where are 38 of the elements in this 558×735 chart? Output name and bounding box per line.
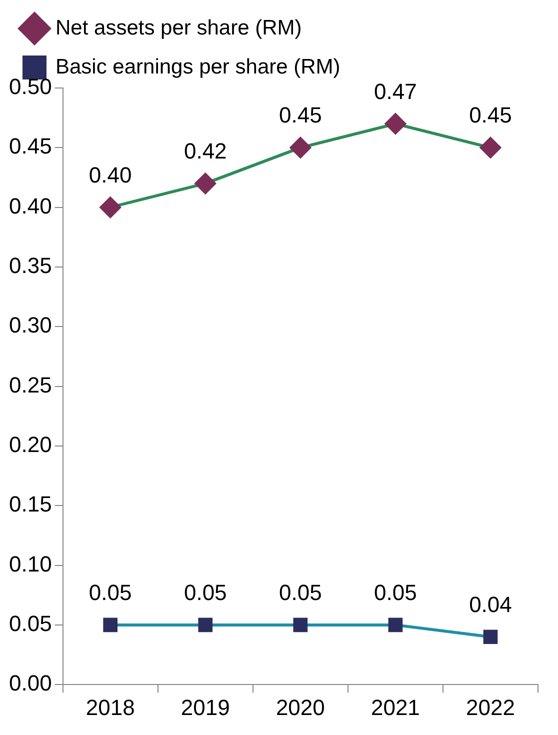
- y-tick-label: 0.40: [8, 193, 52, 218]
- point: [483, 630, 498, 644]
- y-tick-label: 0.05: [8, 611, 52, 636]
- y-tick-label: 0.25: [8, 372, 52, 398]
- data-label: 0.45: [278, 102, 322, 128]
- point: [290, 137, 311, 158]
- point: [100, 196, 121, 218]
- data-label: 0.47: [374, 78, 417, 104]
- data-label: 0.05: [184, 580, 227, 606]
- point: [194, 172, 216, 194]
- y-tick-label: 0.45: [8, 134, 52, 159]
- point: [384, 113, 406, 134]
- data-label: 0.05: [374, 580, 417, 606]
- point: [388, 618, 403, 632]
- y-tick-label: 0.10: [8, 551, 52, 576]
- point: [103, 618, 118, 632]
- legend-label: Net assets per share (RM): [56, 16, 302, 40]
- x-tick-label: 2020: [276, 694, 325, 720]
- x-tick-label: 2022: [466, 694, 515, 720]
- y-tick-label: 0.00: [8, 670, 52, 696]
- legend-label: Basic earnings per share (RM): [56, 55, 340, 78]
- data-label: 0.45: [469, 102, 512, 128]
- y-tick-label: 0.35: [8, 253, 52, 278]
- point: [198, 618, 213, 632]
- x-tick-label: 2021: [370, 694, 420, 720]
- data-label: 0.04: [469, 592, 512, 617]
- data-label: 0.40: [88, 162, 132, 188]
- x-tick-label: 2018: [86, 694, 135, 720]
- y-tick-label: 0.20: [8, 432, 52, 458]
- y-tick-label: 0.50: [8, 74, 52, 100]
- point: [293, 618, 308, 632]
- data-label: 0.05: [88, 580, 132, 606]
- data-label: 0.42: [184, 138, 227, 164]
- x-tick-label: 2019: [180, 694, 230, 720]
- point: [480, 137, 501, 158]
- y-tick-label: 0.15: [8, 492, 52, 517]
- data-label: 0.05: [278, 580, 322, 606]
- y-tick-label: 0.30: [8, 312, 52, 338]
